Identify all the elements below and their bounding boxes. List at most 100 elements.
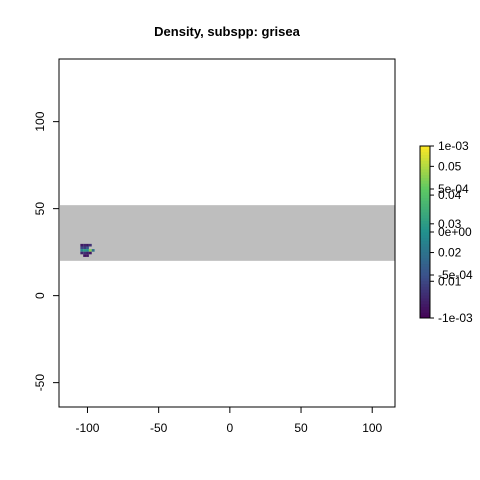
legend-color-step bbox=[420, 148, 430, 153]
legend-color-step bbox=[420, 177, 430, 181]
legend-color-step bbox=[420, 280, 430, 285]
legend-scale-b-label: -5e-04 bbox=[438, 268, 473, 282]
legend-color-step bbox=[420, 180, 430, 184]
legend-color-step bbox=[420, 154, 430, 158]
legend-color-step bbox=[420, 191, 430, 196]
legend-color-step bbox=[420, 157, 430, 161]
legend-color-step bbox=[420, 223, 430, 227]
legend-scale-b-label: 5e-04 bbox=[438, 182, 469, 196]
y-tick-label: 0 bbox=[33, 292, 47, 299]
legend-color-step bbox=[420, 246, 430, 250]
heatmap-cell bbox=[88, 243, 92, 247]
legend-color-step bbox=[420, 200, 430, 204]
legend-color-step bbox=[420, 183, 430, 187]
legend-color-step bbox=[420, 166, 430, 170]
legend-color-step bbox=[420, 171, 430, 176]
heatmap-cell bbox=[86, 254, 89, 257]
legend-color-step bbox=[420, 312, 430, 316]
legend-color-step bbox=[420, 174, 430, 179]
legend-color-step bbox=[420, 254, 430, 259]
heatmap-cell bbox=[83, 251, 87, 255]
legend-color-step bbox=[420, 163, 430, 167]
legend-color-step bbox=[420, 260, 430, 265]
legend-color-step bbox=[420, 203, 430, 207]
legend-color-step bbox=[420, 160, 430, 164]
heatmap-cell bbox=[83, 254, 87, 257]
legend-color-step bbox=[420, 295, 430, 299]
legend-scale-a-label: 0.05 bbox=[438, 159, 462, 173]
heatmap-cell bbox=[80, 249, 84, 252]
heatmap-cell bbox=[80, 243, 84, 247]
legend-color-step bbox=[420, 237, 430, 242]
x-tick-label: 50 bbox=[294, 421, 308, 435]
legend-color-step bbox=[420, 286, 430, 290]
legend-color-step bbox=[420, 217, 430, 222]
legend-color-step bbox=[420, 269, 430, 273]
legend-color-step bbox=[420, 277, 430, 282]
legend-color-step bbox=[420, 249, 430, 253]
heatmap-cell bbox=[88, 251, 92, 255]
legend-color-step bbox=[420, 168, 430, 173]
legend-color-step bbox=[420, 186, 430, 190]
heatmap-cell bbox=[83, 243, 87, 247]
legend-scale-b-label: -1e-03 bbox=[438, 311, 473, 325]
legend-color-step bbox=[420, 289, 430, 293]
legend-color-step bbox=[420, 300, 430, 305]
legend-color-step bbox=[420, 283, 430, 287]
legend-scale-b-label: 1e-03 bbox=[438, 139, 469, 153]
x-axis: -100 -50 0 50 100 bbox=[75, 406, 383, 435]
heatmap-cell bbox=[86, 246, 89, 250]
legend-color-step bbox=[420, 151, 430, 156]
background-band-layer bbox=[60, 205, 395, 261]
legend-color-step bbox=[420, 240, 430, 244]
legend-color-step bbox=[420, 194, 430, 199]
legend-color-step bbox=[420, 146, 430, 150]
legend-color-step bbox=[420, 303, 430, 308]
heatmap-cell bbox=[80, 246, 84, 250]
legend-color-step bbox=[420, 197, 430, 201]
legend-color-step bbox=[420, 297, 430, 302]
legend-scale-a-label: 0.02 bbox=[438, 246, 462, 260]
latitude-band bbox=[60, 205, 395, 261]
legend-scale-a-label: 0.01 bbox=[438, 274, 462, 288]
x-tick-label: -50 bbox=[150, 421, 168, 435]
x-tick-label: 100 bbox=[362, 421, 382, 435]
y-axis: -50 0 50 100 bbox=[33, 111, 60, 391]
legend-color-step bbox=[420, 272, 430, 276]
legend-color-step bbox=[420, 306, 430, 310]
legend-color-step bbox=[420, 220, 430, 224]
legend-color-step bbox=[420, 226, 430, 230]
legend-scale-a-label: 0.03 bbox=[438, 217, 462, 231]
heatmap-cell bbox=[88, 249, 92, 252]
legend-color-step bbox=[420, 257, 430, 262]
density-cells-layer bbox=[80, 243, 95, 257]
legend-color-step bbox=[420, 234, 430, 239]
legend-scale-a-label: 0.04 bbox=[438, 188, 462, 202]
x-tick-label: -100 bbox=[75, 421, 99, 435]
legend-color-step bbox=[420, 266, 430, 270]
legend-color-step bbox=[420, 292, 430, 296]
y-tick-label: 50 bbox=[33, 202, 47, 216]
heatmap-cell bbox=[86, 251, 89, 255]
heatmap-cell bbox=[80, 251, 84, 255]
legend-color-step bbox=[420, 252, 430, 256]
legend-color-step bbox=[420, 189, 430, 193]
x-tick-label: 0 bbox=[227, 421, 234, 435]
legend-color-step bbox=[420, 206, 430, 210]
heatmap-cell bbox=[83, 246, 87, 250]
legend-color-step bbox=[420, 214, 430, 219]
heatmap-cell bbox=[83, 249, 87, 252]
chart-title: Density, subspp: grisea bbox=[154, 24, 300, 39]
legend-color-step bbox=[420, 275, 430, 279]
legend-color-step bbox=[420, 263, 430, 267]
legend-color-step bbox=[420, 243, 430, 247]
legend-color-step bbox=[420, 315, 430, 319]
legend-color-step bbox=[420, 232, 430, 236]
color-legend: -1e-03 -5e-04 0e+00 5e-04 1e-03 0.01 0.02 0.03 0… bbox=[419, 139, 473, 325]
y-tick-label: 100 bbox=[33, 111, 47, 131]
heatmap-cell bbox=[86, 249, 89, 252]
legend-color-step bbox=[420, 209, 430, 213]
legend-color-step bbox=[420, 211, 430, 216]
heatmap-cell bbox=[86, 243, 89, 247]
legend-scale-b-label: 0e+00 bbox=[438, 225, 472, 239]
